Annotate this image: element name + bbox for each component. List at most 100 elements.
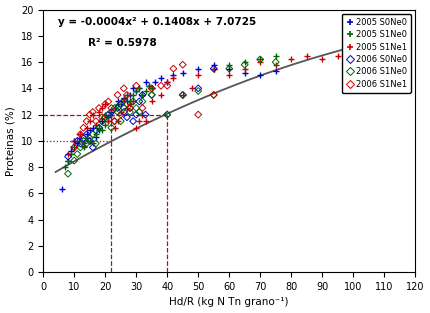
2005 S0Ne0 [241, 70, 248, 75]
2005 S1Ne1 [136, 119, 143, 124]
2006 S0Ne0 [114, 105, 121, 110]
2005 S0Ne0 [272, 69, 279, 74]
2005 S0Ne0 [74, 141, 81, 146]
2006 S1Ne1 [80, 125, 87, 130]
2006 S1Ne0 [105, 112, 112, 117]
2005 S1Ne0 [257, 57, 264, 62]
2006 S1Ne0 [89, 132, 96, 137]
2006 S1Ne0 [120, 105, 127, 110]
2005 S1Ne1 [272, 62, 279, 67]
2005 S1Ne1 [95, 110, 102, 115]
2006 S0Ne0 [95, 125, 102, 130]
2006 S0Ne0 [64, 154, 71, 159]
2005 S1Ne0 [98, 128, 105, 133]
2006 S1Ne1 [120, 86, 127, 91]
2005 S1Ne0 [77, 132, 84, 137]
2005 S1Ne0 [71, 145, 78, 150]
2005 S1Ne1 [64, 151, 71, 156]
2006 S0Ne0 [80, 136, 87, 141]
2006 S1Ne0 [148, 92, 155, 97]
2006 S1Ne1 [148, 86, 155, 91]
2006 S1Ne0 [272, 59, 279, 64]
2006 S1Ne1 [108, 105, 115, 110]
2005 S1Ne1 [89, 112, 96, 117]
2005 S1Ne0 [80, 145, 87, 150]
2005 S0Ne0 [133, 89, 140, 94]
2005 S1Ne1 [142, 119, 149, 124]
2005 S1Ne0 [148, 86, 155, 91]
2006 S1Ne0 [226, 66, 233, 71]
2006 S1Ne1 [95, 105, 102, 110]
2006 S0Ne0 [71, 145, 78, 150]
Text: y = -0.0004x² + 0.1408x + 7.0725: y = -0.0004x² + 0.1408x + 7.0725 [58, 18, 256, 28]
2005 S1Ne0 [114, 102, 121, 107]
2005 S1Ne1 [319, 57, 326, 62]
2005 S1Ne1 [98, 105, 105, 110]
2006 S1Ne0 [114, 110, 121, 115]
2005 S0Ne0 [95, 128, 102, 133]
2005 S1Ne1 [86, 119, 93, 124]
2006 S0Ne0 [92, 128, 99, 133]
2005 S1Ne1 [179, 92, 186, 97]
Y-axis label: Proteinas (%): Proteinas (%) [6, 106, 15, 176]
2005 S1Ne1 [111, 125, 118, 130]
2005 S1Ne0 [145, 83, 152, 88]
2005 S1Ne1 [117, 110, 124, 115]
2005 S1Ne1 [133, 125, 140, 130]
2006 S0Ne0 [126, 105, 133, 110]
2005 S1Ne1 [303, 53, 310, 58]
2005 S1Ne1 [350, 57, 356, 62]
2005 S1Ne1 [157, 92, 164, 97]
2006 S1Ne1 [170, 66, 177, 71]
Legend: 2005 S0Ne0, 2005 S1Ne0, 2005 S1Ne1, 2006 S0Ne0, 2006 S1Ne0, 2006 S1Ne1: 2005 S0Ne0, 2005 S1Ne0, 2005 S1Ne1, 2006… [341, 14, 411, 93]
2006 S1Ne1 [157, 83, 164, 88]
2006 S1Ne1 [105, 99, 112, 104]
2006 S0Ne0 [164, 112, 171, 117]
2005 S1Ne1 [114, 119, 121, 124]
2005 S1Ne1 [139, 112, 146, 117]
2005 S1Ne0 [123, 92, 130, 97]
2005 S0Ne0 [148, 86, 155, 91]
2006 S1Ne1 [210, 92, 217, 97]
2005 S1Ne1 [120, 99, 127, 104]
2005 S1Ne0 [126, 99, 133, 104]
2006 S1Ne0 [92, 141, 99, 146]
2005 S0Ne0 [114, 99, 121, 104]
2006 S1Ne0 [80, 138, 87, 143]
2006 S1Ne1 [139, 105, 146, 110]
2005 S0Ne0 [111, 105, 118, 110]
2005 S0Ne0 [86, 128, 93, 133]
2006 S0Ne0 [210, 66, 217, 71]
2006 S1Ne0 [130, 99, 137, 104]
2006 S1Ne0 [241, 62, 248, 67]
2006 S0Ne0 [108, 110, 115, 115]
2006 S1Ne0 [123, 102, 130, 107]
2006 S0Ne0 [142, 112, 149, 117]
2006 S1Ne1 [133, 83, 140, 88]
2005 S1Ne1 [170, 75, 177, 80]
2005 S0Ne0 [80, 144, 87, 149]
2005 S1Ne0 [241, 59, 248, 64]
2006 S1Ne0 [64, 171, 71, 176]
2006 S0Ne0 [195, 86, 202, 91]
2005 S0Ne0 [120, 95, 127, 100]
2006 S0Ne0 [117, 102, 124, 107]
2005 S1Ne0 [89, 141, 96, 146]
2005 S0Ne0 [136, 86, 143, 91]
2006 S1Ne1 [89, 110, 96, 115]
2006 S1Ne1 [77, 132, 84, 137]
2005 S0Ne0 [58, 187, 65, 192]
2005 S1Ne1 [189, 86, 196, 91]
2006 S1Ne1 [126, 105, 133, 110]
2006 S1Ne0 [126, 110, 133, 115]
2006 S1Ne1 [117, 112, 124, 117]
2005 S0Ne0 [117, 102, 124, 107]
2005 S1Ne1 [226, 73, 233, 78]
2005 S1Ne1 [130, 99, 137, 104]
2005 S0Ne0 [145, 83, 152, 88]
2006 S1Ne1 [86, 112, 93, 117]
2005 S0Ne0 [108, 110, 115, 115]
2006 S0Ne0 [139, 92, 146, 97]
2005 S1Ne1 [123, 105, 130, 110]
2006 S1Ne0 [179, 92, 186, 97]
